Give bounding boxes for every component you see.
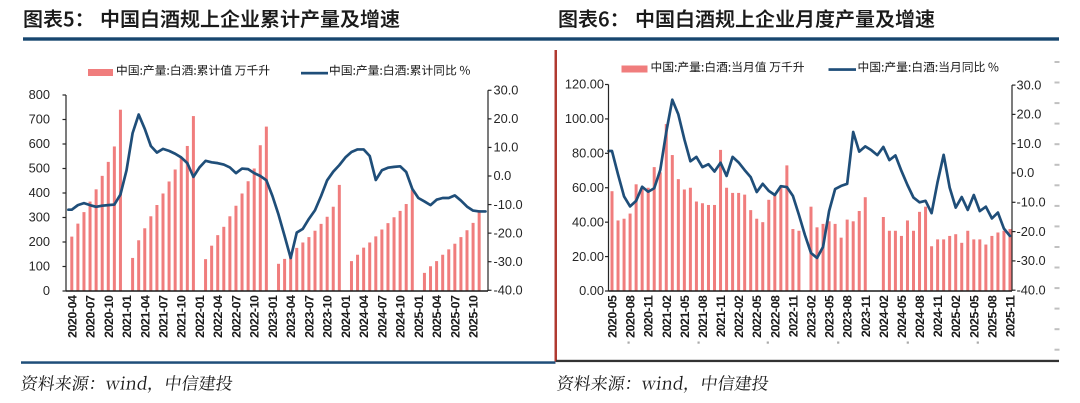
svg-text:-40.0: -40.0	[1017, 282, 1046, 297]
svg-text:-20.0: -20.0	[1017, 224, 1046, 239]
svg-text:2024-04: 2024-04	[357, 295, 371, 338]
svg-text:2021-11: 2021-11	[714, 295, 728, 337]
svg-text:2022-02: 2022-02	[732, 295, 746, 338]
svg-text:2022-01: 2022-01	[193, 295, 207, 338]
svg-text:2021-04: 2021-04	[138, 295, 152, 338]
svg-text:0.0: 0.0	[1017, 165, 1035, 180]
svg-text:2024-05: 2024-05	[895, 295, 909, 338]
svg-text:2025-02: 2025-02	[949, 295, 963, 338]
svg-text:0.0: 0.0	[494, 168, 512, 183]
svg-text:2023-11: 2023-11	[859, 295, 873, 337]
svg-text:2024-02: 2024-02	[877, 295, 891, 338]
svg-text:2023-04: 2023-04	[284, 295, 298, 338]
svg-text:2022-08: 2022-08	[768, 295, 782, 338]
svg-text:700: 700	[29, 112, 50, 127]
svg-text:2022-05: 2022-05	[750, 295, 764, 338]
svg-text:2021-02: 2021-02	[660, 295, 674, 338]
svg-text:2020-07: 2020-07	[84, 295, 98, 338]
svg-text:600: 600	[29, 136, 50, 151]
svg-text:20.0: 20.0	[1017, 107, 1042, 122]
svg-text:100: 100	[29, 259, 50, 274]
svg-text:2024-08: 2024-08	[913, 295, 927, 338]
svg-text:20.0: 20.0	[494, 111, 519, 126]
svg-text:2024-10: 2024-10	[394, 295, 408, 338]
svg-text:100.00: 100.00	[565, 111, 604, 126]
svg-text:0.00: 0.00	[579, 283, 604, 298]
svg-text:800: 800	[29, 87, 50, 102]
svg-text:10.0: 10.0	[494, 140, 519, 155]
svg-text:2023-05: 2023-05	[823, 295, 837, 338]
svg-text:2025-10: 2025-10	[467, 295, 481, 338]
svg-text:2020-10: 2020-10	[102, 295, 116, 338]
svg-text:-40.0: -40.0	[494, 283, 523, 298]
svg-text:0: 0	[43, 283, 50, 298]
svg-text:2021-05: 2021-05	[678, 295, 692, 338]
svg-text:2020-04: 2020-04	[65, 295, 79, 338]
svg-text:120.00: 120.00	[565, 77, 604, 92]
svg-text:2020-05: 2020-05	[606, 295, 620, 338]
svg-text:500: 500	[29, 161, 50, 176]
svg-text:200: 200	[29, 234, 50, 249]
svg-text:-10.0: -10.0	[1017, 195, 1046, 210]
svg-text:2023-08: 2023-08	[841, 295, 855, 338]
svg-text:2025-11: 2025-11	[1004, 295, 1018, 337]
svg-text:-20.0: -20.0	[494, 225, 523, 240]
svg-text:2020-08: 2020-08	[624, 295, 638, 338]
svg-text:30.0: 30.0	[494, 83, 519, 98]
svg-text:2022-10: 2022-10	[248, 295, 262, 338]
svg-text:40.00: 40.00	[572, 214, 604, 229]
svg-text:2023-07: 2023-07	[302, 295, 316, 338]
svg-text:2021-10: 2021-10	[175, 295, 189, 338]
svg-text:300: 300	[29, 210, 50, 225]
svg-text:-10.0: -10.0	[494, 197, 523, 212]
svg-text:2022-11: 2022-11	[786, 295, 800, 337]
svg-text:80.00: 80.00	[572, 146, 604, 161]
svg-text:10.0: 10.0	[1017, 136, 1042, 151]
svg-text:2023-01: 2023-01	[266, 295, 280, 338]
svg-text:2022-07: 2022-07	[230, 295, 244, 338]
svg-text:-30.0: -30.0	[1017, 253, 1046, 268]
svg-text:2025-08: 2025-08	[985, 295, 999, 338]
svg-text:60.00: 60.00	[572, 180, 604, 195]
svg-text:-30.0: -30.0	[494, 254, 523, 269]
svg-text:30.0: 30.0	[1017, 77, 1042, 92]
svg-text:20.00: 20.00	[572, 249, 604, 264]
svg-text:2020-11: 2020-11	[642, 295, 656, 337]
svg-text:2025-05: 2025-05	[967, 295, 981, 338]
svg-text:2025-01: 2025-01	[412, 295, 426, 338]
svg-text:2023-10: 2023-10	[321, 295, 335, 338]
svg-text:2023-02: 2023-02	[805, 295, 819, 338]
svg-text:2025-04: 2025-04	[430, 295, 444, 338]
svg-text:2024-07: 2024-07	[375, 295, 389, 338]
svg-text:2025-07: 2025-07	[448, 295, 462, 338]
svg-text:2021-07: 2021-07	[157, 295, 171, 338]
svg-text:2021-08: 2021-08	[696, 295, 710, 338]
svg-text:2024-01: 2024-01	[339, 295, 353, 338]
svg-text:400: 400	[29, 185, 50, 200]
svg-text:2024-11: 2024-11	[931, 295, 945, 337]
svg-text:2022-04: 2022-04	[211, 295, 225, 338]
svg-text:2021-01: 2021-01	[120, 295, 134, 338]
